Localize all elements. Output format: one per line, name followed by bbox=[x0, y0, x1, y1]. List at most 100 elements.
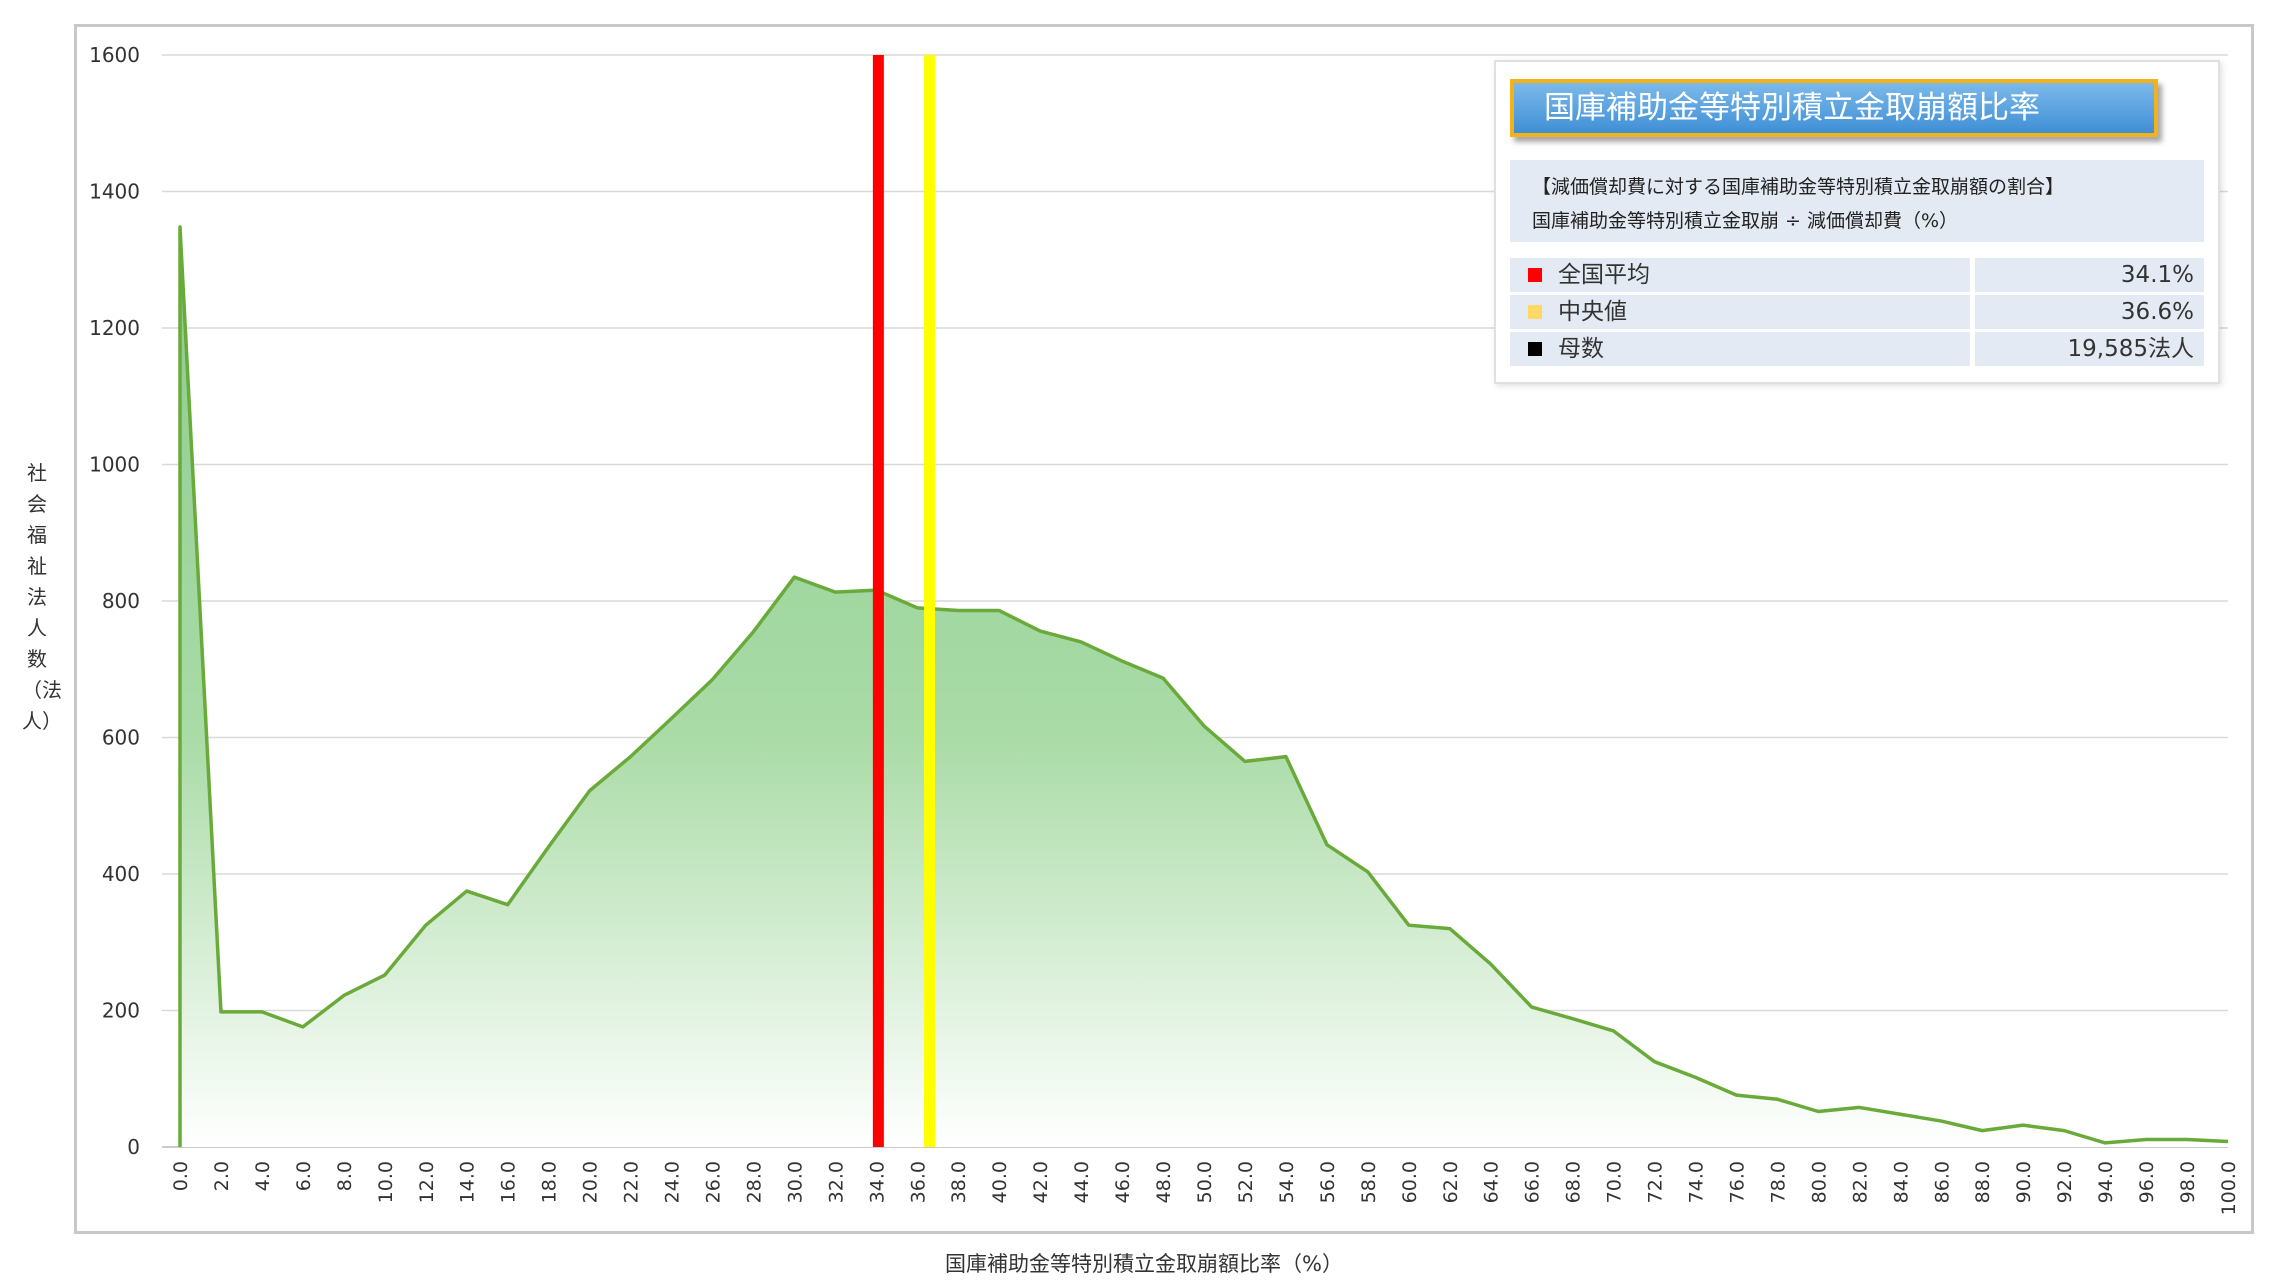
legend-row-label: 全国平均 bbox=[1558, 262, 1650, 288]
x-tick-label: 40.0 bbox=[989, 1161, 1011, 1203]
data-point bbox=[342, 993, 346, 997]
data-point bbox=[1775, 1097, 1779, 1101]
data-point bbox=[506, 903, 510, 907]
x-tick-label: 48.0 bbox=[1153, 1161, 1175, 1203]
x-tick-label: 82.0 bbox=[1849, 1161, 1871, 1203]
data-point bbox=[1161, 676, 1165, 680]
data-point bbox=[2144, 1137, 2148, 1141]
data-point bbox=[1653, 1060, 1657, 1064]
x-tick-label: 0.0 bbox=[170, 1161, 192, 1191]
x-tick-label: 74.0 bbox=[1686, 1161, 1708, 1203]
x-tick-label: 84.0 bbox=[1890, 1161, 1912, 1203]
x-tick-label: 20.0 bbox=[580, 1161, 602, 1203]
data-point bbox=[1612, 1029, 1616, 1033]
series-area-fill bbox=[180, 226, 2228, 1148]
x-tick-label: 10.0 bbox=[375, 1161, 397, 1203]
y-axis-tick-labels: 0 200 400 600 800 1000 1200 1400 1600 bbox=[89, 43, 140, 1159]
data-point bbox=[629, 755, 633, 759]
x-tick-label: 38.0 bbox=[948, 1161, 970, 1203]
x-tick-label: 30.0 bbox=[784, 1161, 806, 1203]
x-tick-label: 22.0 bbox=[621, 1161, 643, 1203]
x-tick-label: 8.0 bbox=[334, 1161, 356, 1191]
x-tick-label: 68.0 bbox=[1563, 1161, 1585, 1203]
data-point bbox=[751, 630, 755, 634]
legend-row-label: 中央値 bbox=[1558, 299, 1627, 325]
x-tick-label: 78.0 bbox=[1767, 1161, 1789, 1203]
legend-row-value: 34.1% bbox=[1975, 258, 2204, 292]
x-tick-label: 6.0 bbox=[293, 1161, 315, 1191]
data-point bbox=[833, 590, 837, 594]
legend-description: 【減価償却費に対する国庫補助金等特別積立金取崩額の割合】 国庫補助金等特別積立金… bbox=[1510, 160, 2204, 242]
x-tick-label: 100.0 bbox=[2218, 1161, 2240, 1215]
data-point bbox=[670, 716, 674, 720]
x-axis-title: 国庫補助金等特別積立金取崩額比率（%） bbox=[945, 1252, 1343, 1276]
legend-description-line2: 国庫補助金等特別積立金取崩 ÷ 減価償却費（%） bbox=[1532, 210, 1959, 232]
data-point bbox=[260, 1010, 264, 1014]
x-tick-label: 94.0 bbox=[2095, 1161, 2117, 1203]
x-tick-label: 52.0 bbox=[1235, 1161, 1257, 1203]
legend-row-value: 36.6% bbox=[1975, 295, 2204, 329]
y-tick-label: 1600 bbox=[89, 43, 140, 67]
x-tick-label: 2.0 bbox=[211, 1161, 233, 1191]
x-tick-label: 4.0 bbox=[252, 1161, 274, 1191]
legend-row-label: 母数 bbox=[1558, 336, 1604, 362]
x-tick-label: 12.0 bbox=[416, 1161, 438, 1203]
x-tick-label: 64.0 bbox=[1481, 1161, 1503, 1203]
median-line-marker bbox=[924, 55, 936, 1147]
x-tick-label: 28.0 bbox=[743, 1161, 765, 1203]
x-tick-label: 56.0 bbox=[1317, 1161, 1339, 1203]
data-point bbox=[2226, 1140, 2230, 1144]
x-tick-label: 96.0 bbox=[2136, 1161, 2158, 1203]
x-tick-label: 18.0 bbox=[539, 1161, 561, 1203]
y-tick-label: 600 bbox=[102, 726, 140, 750]
data-point bbox=[1694, 1075, 1698, 1079]
x-tick-label: 46.0 bbox=[1112, 1161, 1134, 1203]
x-tick-label: 16.0 bbox=[498, 1161, 520, 1203]
data-point bbox=[710, 677, 714, 681]
x-tick-label: 32.0 bbox=[825, 1161, 847, 1203]
x-tick-label: 42.0 bbox=[1030, 1161, 1052, 1203]
data-point bbox=[1284, 755, 1288, 759]
x-tick-label: 88.0 bbox=[1972, 1161, 1994, 1203]
x-tick-label: 92.0 bbox=[2054, 1161, 2076, 1203]
data-point bbox=[424, 923, 428, 927]
data-point bbox=[301, 1025, 305, 1029]
y-tick-label: 1400 bbox=[89, 180, 140, 204]
x-tick-label: 80.0 bbox=[1808, 1161, 1830, 1203]
data-point bbox=[1530, 1005, 1534, 1009]
data-point bbox=[1038, 629, 1042, 633]
data-point bbox=[1366, 870, 1370, 874]
legend-description-line1: 【減価償却費に対する国庫補助金等特別積立金取崩額の割合】 bbox=[1532, 176, 2065, 198]
x-tick-label: 72.0 bbox=[1645, 1161, 1667, 1203]
data-point bbox=[915, 606, 919, 610]
x-tick-label: 90.0 bbox=[2013, 1161, 2035, 1203]
count-swatch-icon bbox=[1528, 342, 1542, 356]
data-point bbox=[219, 1010, 223, 1014]
x-tick-label: 66.0 bbox=[1522, 1161, 1544, 1203]
mean-line-marker bbox=[872, 55, 884, 1147]
data-point bbox=[1857, 1105, 1861, 1109]
x-tick-label: 98.0 bbox=[2177, 1161, 2199, 1203]
data-point bbox=[1407, 923, 1411, 927]
x-tick-label: 58.0 bbox=[1358, 1161, 1380, 1203]
legend-row-median: 中央値 36.6% bbox=[1510, 295, 2204, 329]
legend-panel: 国庫補助金等特別積立金取崩額比率 【減価償却費に対する国庫補助金等特別積立金取崩… bbox=[1494, 60, 2220, 384]
data-point bbox=[997, 609, 1001, 613]
median-swatch-icon bbox=[1528, 305, 1542, 319]
x-tick-label: 60.0 bbox=[1399, 1161, 1421, 1203]
data-point bbox=[1571, 1017, 1575, 1021]
x-tick-label: 24.0 bbox=[662, 1161, 684, 1203]
x-tick-label: 62.0 bbox=[1440, 1161, 1462, 1203]
data-point bbox=[1898, 1112, 1902, 1116]
legend-title: 国庫補助金等特別積立金取崩額比率 bbox=[1510, 79, 2158, 137]
data-point bbox=[1734, 1093, 1738, 1097]
x-tick-label: 26.0 bbox=[702, 1161, 724, 1203]
x-tick-label: 86.0 bbox=[1931, 1161, 1953, 1203]
data-point bbox=[465, 889, 469, 893]
x-tick-label: 14.0 bbox=[457, 1161, 479, 1203]
series-line bbox=[178, 225, 2229, 1147]
data-point bbox=[383, 973, 387, 977]
x-axis-tick-labels: 0.0 2.0 4.0 6.0 8.0 10.0 12.0 14.0 16.0 18.0 20.0 2… bbox=[170, 1161, 2240, 1215]
y-axis-title: 社会福祉法人数（法人） bbox=[22, 461, 62, 733]
data-point bbox=[2103, 1141, 2107, 1145]
